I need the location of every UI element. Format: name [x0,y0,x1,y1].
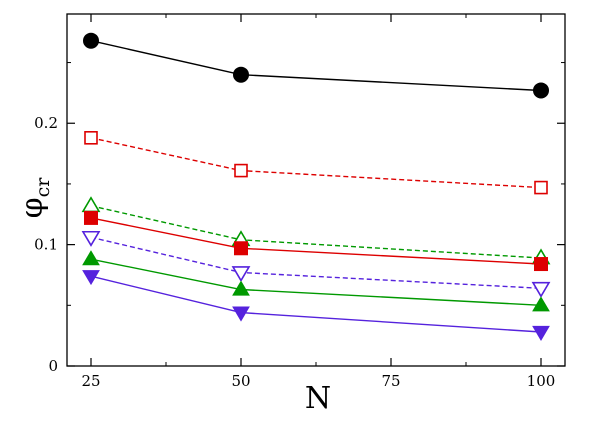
x-tick-label: 100 [527,372,556,390]
data-point [83,32,99,49]
y-tick-label: 0 [48,357,58,375]
x-tick-label: 50 [231,372,250,390]
y-tick-label: 0.2 [34,114,58,132]
data-point [533,82,549,99]
series-line [90,258,542,306]
y-tick-label: 0.1 [34,236,58,254]
data-point [534,180,548,195]
y-axis-title-symbol: φ [15,197,50,218]
y-axis-title-subscript: cr [32,177,54,198]
data-point [231,266,251,283]
data-point [233,66,249,83]
ticks: 25 50 75 100 0 0.1 0.2 [34,14,565,390]
series-line [90,217,542,265]
x-axis-title: N [305,381,331,416]
data-point [82,270,100,286]
series-blue-open-triangle-down [81,230,551,298]
data-point [82,250,100,266]
data-point [532,325,550,341]
data-point [84,210,98,225]
data-point [531,281,551,298]
data-point [234,241,248,256]
x-tick-label: 75 [381,372,400,390]
data-point [534,257,548,272]
series-blue-filled-triangle-down [82,270,550,341]
data-point [232,280,250,296]
data-point [84,131,98,145]
data-point [81,196,101,213]
plot-frame [66,13,566,367]
series-group [81,32,551,341]
series-green-filled-triangle-up [82,250,550,312]
data-point [81,230,101,247]
series-red-open-square [84,131,548,195]
data-point [232,306,250,322]
series-line [90,137,542,189]
y-axis-title: φcr [15,177,54,219]
series-red-filled-square [84,210,548,272]
series-black-filled-circle [83,32,549,99]
x-tick-label: 25 [81,372,100,390]
data-point [234,163,248,178]
data-point [532,296,550,312]
series-line [90,40,542,92]
